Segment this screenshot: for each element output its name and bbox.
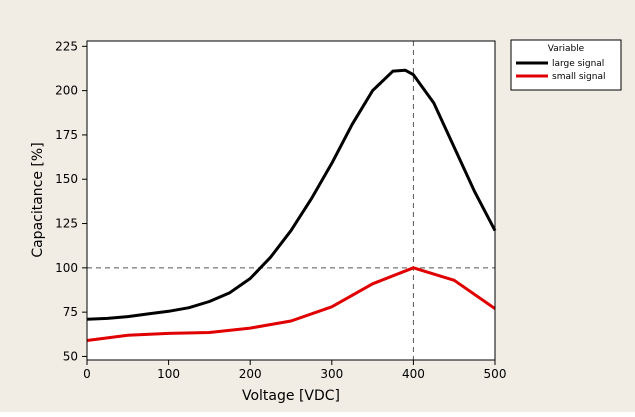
y-tick-label: 125 bbox=[55, 217, 78, 231]
y-tick-label: 75 bbox=[63, 305, 78, 319]
legend-box bbox=[510, 39, 622, 91]
x-axis: 0 100 200 300 400 500 bbox=[83, 360, 506, 381]
y-tick-label: 150 bbox=[55, 172, 78, 186]
legend-label: large signal bbox=[552, 59, 604, 69]
y-tick-label: 200 bbox=[55, 84, 78, 98]
x-tick-label: 500 bbox=[484, 367, 507, 381]
series-line-small-signal bbox=[86, 266, 496, 342]
legend-items: large signal small signal bbox=[516, 59, 605, 82]
plot-border bbox=[86, 40, 496, 361]
y-axis-title: Capacitance [%] bbox=[30, 142, 46, 257]
x-tick-label: 100 bbox=[157, 367, 180, 381]
series-line-large-signal bbox=[86, 68, 497, 321]
legend-title: Variable bbox=[548, 44, 585, 54]
reference-lines bbox=[87, 41, 495, 360]
x-tick-label: 400 bbox=[402, 367, 425, 381]
y-tick-label: 50 bbox=[63, 349, 78, 363]
x-tick-label: 300 bbox=[320, 367, 343, 381]
y-axis: 50 75 100 125 150 175 200 225 bbox=[55, 39, 87, 363]
plot-area bbox=[87, 41, 495, 360]
legend-label: small signal bbox=[552, 72, 605, 82]
series-layer bbox=[86, 68, 497, 342]
legend: Variable large signal small signal bbox=[510, 39, 622, 91]
x-tick-label: 200 bbox=[239, 367, 262, 381]
x-tick-label: 0 bbox=[83, 367, 91, 381]
x-axis-title: Voltage [VDC] bbox=[242, 388, 340, 404]
y-tick-label: 225 bbox=[55, 39, 78, 53]
y-tick-label: 175 bbox=[55, 128, 78, 142]
y-tick-label: 100 bbox=[55, 261, 78, 275]
